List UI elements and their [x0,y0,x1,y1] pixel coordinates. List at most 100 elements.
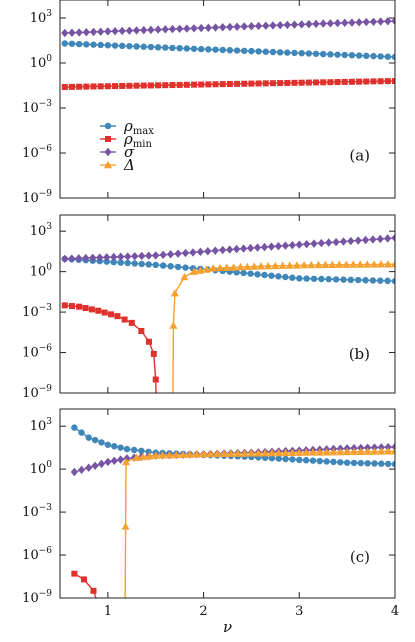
data-point-sigma [82,28,90,37]
data-point-sigma [125,26,133,35]
data-point-rho_max [123,445,131,453]
data-point-rho_min [327,79,334,86]
data-point-rho_max [343,459,351,466]
series-rho_min [61,302,159,393]
data-point-rho_min [226,81,233,87]
data-point-rho_max [233,269,240,276]
data-point-rho_max [130,446,138,454]
data-point-rho_min [121,316,128,323]
data-point-sigma [269,21,277,30]
data-point-delta [190,267,198,275]
data-point-delta [343,447,352,456]
data-point-sigma [103,253,111,262]
data-point-sigma [190,24,198,33]
data-point-delta [307,260,316,269]
data-point-sigma [247,22,256,31]
data-point-sigma [354,236,362,245]
data-point-delta [261,448,270,457]
data-point-delta [180,272,189,281]
data-point-sigma [376,234,384,244]
data-point-delta [335,260,344,268]
data-point-delta [254,449,263,457]
data-point-sigma [159,250,167,260]
data-point-sigma [332,237,340,247]
data-point-delta [151,451,160,459]
legend-marker-rho_max [104,122,112,130]
data-point-rho_max [296,275,303,282]
data-point-rho_min [133,82,140,89]
data-point-sigma [132,26,141,35]
data-point-sigma [255,21,263,31]
legend-label-sigma: σ [124,143,135,161]
data-point-rho_min [126,82,133,89]
data-point-delta [329,447,338,456]
data-point-delta [199,449,208,458]
data-point-sigma [347,236,355,246]
data-point-rho_min [61,84,68,90]
data-point-rho_min [152,376,159,383]
data-point-delta [121,522,130,530]
data-point-rho_min [370,78,377,85]
series-line-rho_min [64,304,157,393]
data-point-rho_min [104,83,111,90]
data-point-sigma [117,252,125,261]
data-point-rho_max [104,441,112,448]
data-point-rho_min [262,80,269,87]
data-point-sigma [355,18,363,27]
data-point-rho_min [68,83,75,90]
data-point-sigma [77,465,86,475]
data-point-sigma [384,234,392,243]
data-point-rho_max [71,424,78,431]
data-point-sigma [75,254,83,263]
x-tick-label: 2 [199,604,207,619]
data-point-sigma [61,28,69,38]
data-point-sigma [85,463,93,472]
data-point-rho_max [370,52,377,60]
data-point-sigma [68,28,76,37]
data-point-sigma [117,455,125,464]
data-point-rho_min [114,313,121,320]
data-point-rho_max [364,460,371,467]
data-point-delta [165,450,174,459]
data-point-delta [236,262,245,271]
data-point-rho_min [384,78,391,85]
data-point-delta [192,450,201,458]
data-point-rho_min [90,83,97,90]
series-rho_min [71,570,97,598]
series-sigma [61,233,395,264]
data-point-sigma [197,23,205,33]
data-point-delta [215,263,224,272]
data-point-sigma [211,23,220,32]
data-point-rho_max [212,46,219,53]
data-point-rho_max [289,456,296,463]
series-line-rho_max [73,427,395,465]
data-point-sigma [176,24,184,34]
data-point-delta [377,447,386,455]
data-point-rho_max [233,47,241,54]
data-point-rho_min [138,327,145,334]
data-point-delta [233,449,242,457]
series-line-delta [124,450,395,598]
data-point-rho_min [119,82,126,89]
data-point-sigma [91,461,99,470]
data-point-sigma [310,239,318,248]
data-point-sigma [167,250,175,259]
data-point-sigma [154,25,162,34]
data-point-delta [122,457,131,466]
data-point-sigma [96,253,104,262]
data-point-rho_max [174,263,182,271]
series-delta [169,260,395,393]
panel-label: (c) [350,548,370,566]
data-point-rho_min [76,303,83,310]
data-point-rho_max [103,258,110,265]
data-point-delta [370,260,379,268]
data-point-rho_max [75,40,83,48]
data-point-sigma [204,247,212,256]
data-point-sigma [276,20,284,30]
data-point-rho_min [205,81,212,88]
data-point-rho_min [61,302,68,309]
data-point-delta [209,264,218,272]
data-point-sigma [290,20,299,29]
data-point-sigma [110,456,118,465]
y-tick-label: 100 [30,54,53,71]
